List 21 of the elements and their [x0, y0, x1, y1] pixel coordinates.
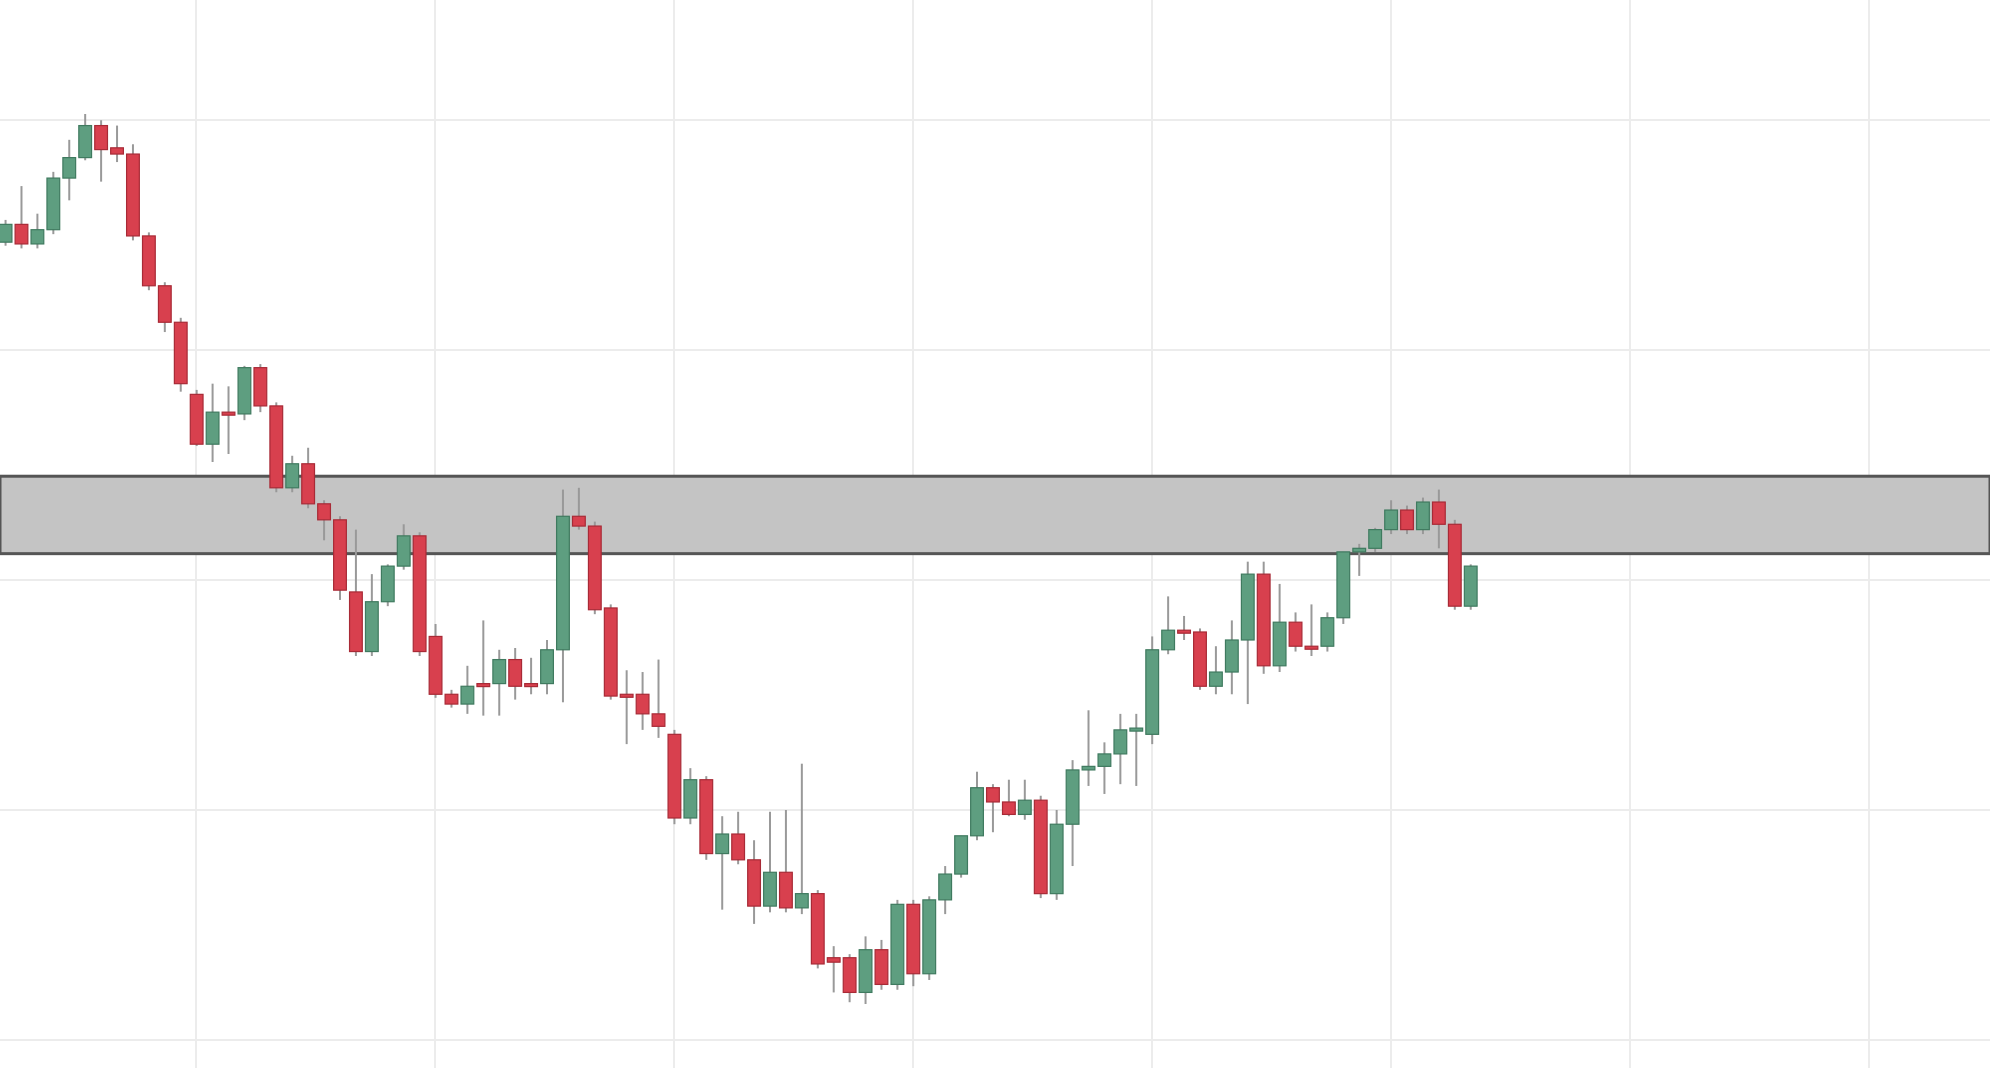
candlestick	[0, 218, 13, 247]
candlestick	[460, 664, 475, 715]
candlestick	[763, 810, 777, 914]
candlestick	[1463, 563, 1478, 611]
candlestick	[778, 808, 793, 914]
candlestick	[1415, 496, 1430, 536]
candlestick	[683, 767, 698, 826]
candlestick	[285, 454, 300, 494]
candlestick	[874, 938, 889, 991]
candlestick	[794, 762, 809, 916]
candlestick	[221, 385, 236, 455]
candlestick	[715, 815, 730, 911]
candlestick	[1272, 582, 1287, 674]
candlestick	[14, 185, 29, 250]
candlestick	[1400, 504, 1414, 536]
candlestick	[237, 364, 252, 422]
candlestick	[1017, 778, 1032, 821]
candlestick	[205, 382, 220, 463]
candlestick	[858, 935, 873, 1005]
candlestick	[492, 648, 507, 717]
candlestick	[476, 619, 491, 717]
